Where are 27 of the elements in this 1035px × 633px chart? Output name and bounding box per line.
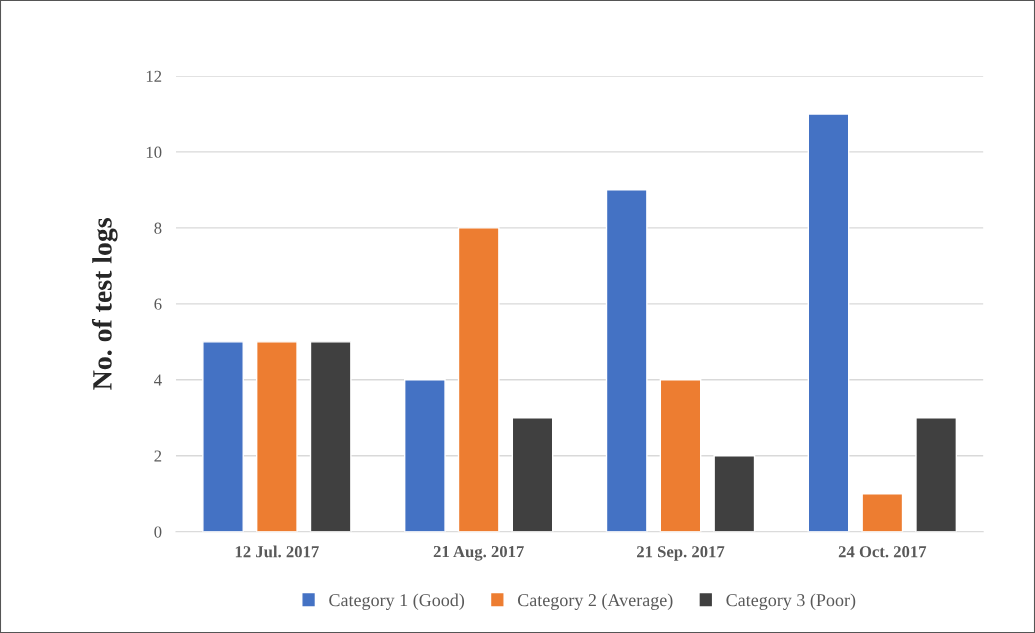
bar [309, 341, 352, 532]
bar [713, 455, 756, 532]
legend-label: Category 2 (Average) [517, 593, 673, 610]
y-axis-title: No. of test logs [91, 218, 118, 390]
y-tick-label: 2 [154, 450, 162, 462]
bar [659, 379, 702, 532]
y-tick-label: 0 [154, 526, 162, 538]
x-tick-label: 12 Jul. 2017 [235, 545, 319, 558]
x-tick-label: 21 Aug. 2017 [433, 545, 524, 561]
y-tick-label: 10 [146, 146, 162, 158]
legend-label: Category 1 (Good) [329, 593, 465, 610]
y-tick-label: 6 [154, 298, 162, 310]
y-tick-label: 8 [154, 222, 162, 234]
bar [202, 341, 244, 532]
bar [511, 417, 554, 532]
bar [457, 227, 500, 532]
bar [255, 341, 298, 532]
bar [605, 189, 648, 532]
x-tick-label: 24 Oct. 2017 [838, 546, 927, 558]
x-tick-label: 21 Sep. 2017 [637, 546, 725, 561]
legend-label: Category 3 (Poor) [726, 593, 856, 610]
bar [861, 493, 904, 532]
y-tick-label: 12 [146, 70, 162, 82]
bar [915, 417, 958, 532]
y-tick-label: 4 [154, 374, 162, 386]
bar [807, 113, 850, 532]
bar [403, 379, 446, 532]
